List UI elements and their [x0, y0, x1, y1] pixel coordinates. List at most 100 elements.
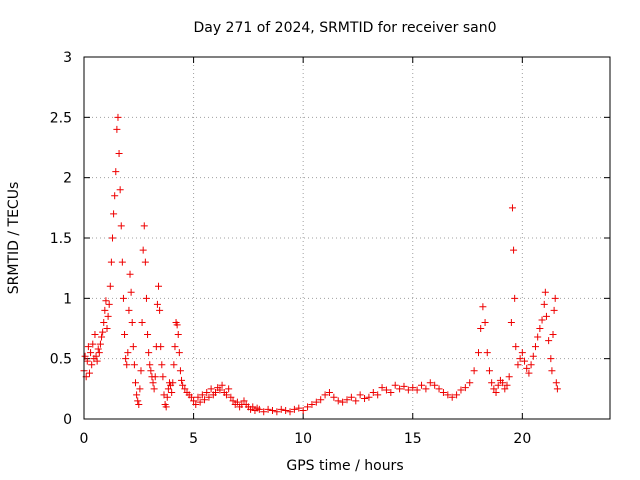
data-point — [391, 381, 399, 389]
data-point — [516, 355, 524, 363]
data-point — [105, 300, 113, 308]
data-point — [552, 379, 560, 387]
data-point — [137, 367, 145, 375]
data-point — [84, 343, 92, 351]
data-point — [453, 391, 461, 399]
data-point — [144, 331, 152, 339]
data-point — [507, 318, 515, 326]
data-point — [501, 385, 509, 393]
data-point — [334, 397, 342, 405]
data-point — [174, 331, 182, 339]
data-point — [91, 331, 99, 339]
data-point — [129, 343, 137, 351]
data-point — [103, 325, 111, 332]
data-point — [205, 393, 213, 401]
data-point — [127, 288, 135, 296]
grid-lines — [84, 57, 610, 419]
data-point — [477, 325, 485, 332]
data-point — [387, 388, 395, 396]
data-point — [81, 352, 89, 360]
data-point — [136, 385, 144, 393]
data-point — [356, 391, 364, 399]
data-point — [505, 373, 513, 381]
data-point — [511, 294, 519, 302]
data-point — [179, 381, 187, 389]
data-point — [540, 300, 548, 308]
data-point — [233, 398, 241, 406]
data-point — [461, 384, 469, 392]
data-point — [171, 343, 179, 351]
data-point — [514, 361, 522, 369]
data-point — [475, 349, 482, 357]
data-point — [542, 312, 550, 320]
data-point — [153, 300, 161, 308]
data-point — [216, 386, 224, 394]
data-point — [95, 349, 103, 357]
data-point — [277, 405, 285, 413]
data-point — [149, 379, 157, 387]
x-axis-label: GPS time / hours — [286, 458, 403, 474]
data-point — [116, 186, 124, 194]
data-point — [525, 369, 533, 377]
data-point — [551, 294, 559, 302]
data-point — [521, 357, 529, 365]
data-point — [222, 391, 230, 399]
y-tick-label: 1.5 — [50, 231, 72, 247]
data-point — [404, 386, 412, 394]
data-point — [485, 367, 493, 375]
data-point — [534, 333, 542, 341]
data-point — [138, 318, 146, 326]
x-tick-label: 10 — [294, 431, 312, 447]
data-point — [168, 388, 176, 396]
data-point — [142, 294, 150, 302]
data-point — [400, 382, 408, 390]
data-point — [492, 388, 500, 396]
data-point — [162, 403, 170, 411]
data-point — [321, 391, 329, 399]
data-point — [286, 408, 294, 416]
data-point — [108, 234, 116, 242]
data-point — [527, 361, 535, 369]
data-point — [92, 352, 100, 360]
data-point — [218, 381, 226, 389]
data-point — [439, 388, 447, 396]
data-point — [123, 361, 131, 369]
data-point — [196, 398, 204, 406]
data-point — [102, 297, 110, 305]
data-point — [157, 343, 165, 351]
data-point — [365, 393, 373, 401]
data-point — [470, 367, 478, 375]
data-point — [201, 396, 209, 404]
data-point — [119, 294, 127, 302]
data-point — [352, 397, 360, 405]
data-point — [207, 385, 215, 393]
data-point — [114, 113, 122, 121]
data-point — [225, 385, 233, 393]
data-point — [260, 408, 268, 416]
data-point — [93, 357, 101, 365]
data-point — [466, 379, 474, 387]
data-point — [304, 403, 312, 411]
x-tick-label: 0 — [80, 431, 89, 447]
data-point — [101, 306, 109, 314]
data-point — [212, 388, 219, 396]
data-point — [94, 345, 102, 353]
data-point — [121, 331, 129, 339]
data-point — [106, 282, 114, 290]
data-point — [548, 367, 556, 375]
data-point — [113, 125, 121, 133]
data-point — [339, 398, 347, 406]
data-point — [159, 373, 167, 381]
data-point — [282, 407, 290, 415]
data-point — [343, 396, 351, 404]
data-point — [409, 384, 417, 392]
data-point — [107, 258, 115, 266]
data-point — [290, 405, 298, 413]
data-point — [141, 258, 149, 266]
data-point — [178, 376, 186, 384]
data-point — [128, 318, 136, 326]
data-point — [111, 192, 119, 200]
data-point — [190, 397, 198, 405]
data-point — [374, 391, 382, 399]
